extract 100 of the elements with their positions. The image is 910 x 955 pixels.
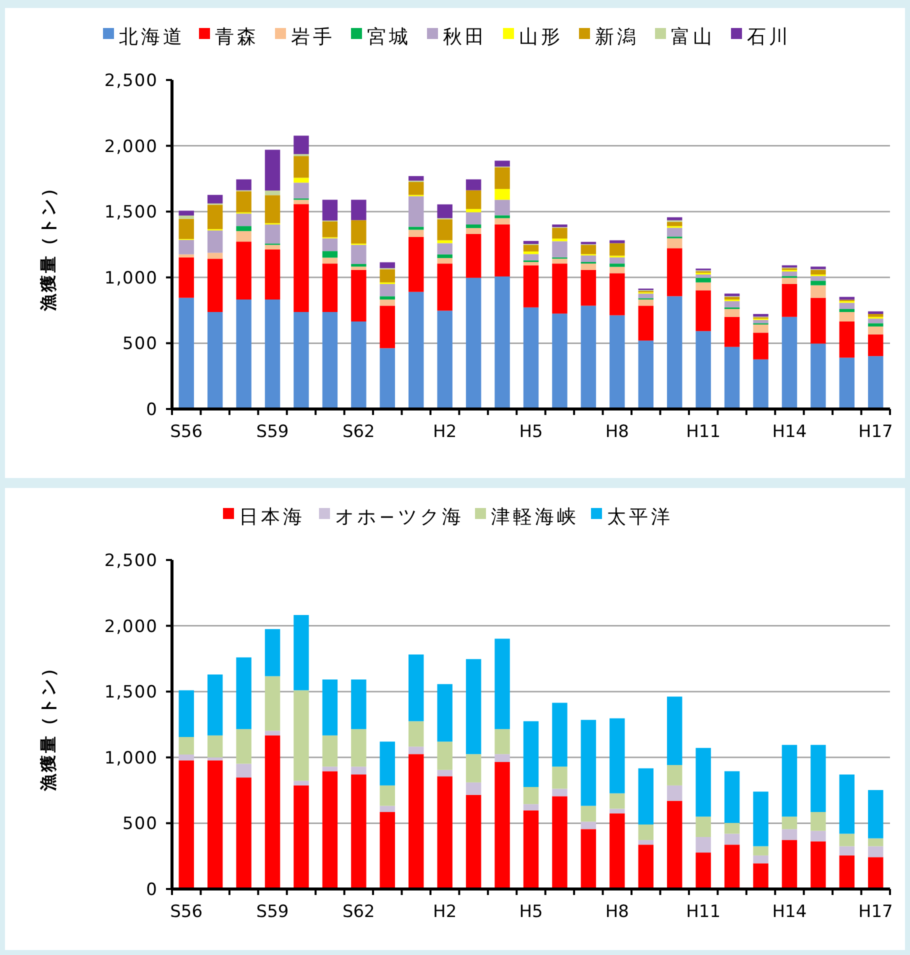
bar	[666, 222, 682, 226]
y-tick-label: 2,000	[104, 136, 158, 157]
bar	[610, 315, 625, 409]
bar	[380, 300, 396, 306]
bar	[322, 238, 338, 252]
bar	[264, 150, 280, 191]
bar	[724, 834, 740, 845]
bar	[494, 754, 510, 762]
x-tick-label: H17	[858, 902, 893, 922]
bar	[294, 615, 309, 690]
bar	[868, 323, 884, 326]
bar	[351, 679, 366, 730]
legend-label: 秋田	[443, 26, 487, 48]
bar	[178, 218, 194, 239]
legend-label: 新潟	[595, 26, 639, 48]
bar	[408, 237, 424, 292]
bar	[610, 793, 625, 809]
bar	[236, 729, 252, 764]
bar	[810, 841, 826, 889]
bar	[466, 794, 482, 889]
bar	[236, 778, 252, 889]
bar	[810, 285, 826, 298]
bar	[322, 221, 338, 238]
bar	[494, 729, 510, 754]
bar	[178, 760, 194, 889]
bar	[380, 262, 396, 268]
bar	[638, 340, 654, 409]
bar	[322, 200, 338, 221]
bar	[638, 300, 654, 306]
bar	[666, 296, 682, 409]
bar	[552, 241, 568, 258]
bar	[868, 790, 884, 838]
bar	[666, 696, 682, 766]
bar	[494, 638, 510, 730]
bar	[523, 787, 539, 804]
bar	[696, 282, 711, 290]
bar	[810, 276, 826, 281]
bar	[294, 156, 309, 178]
bar	[782, 284, 798, 317]
x-tick-label: S62	[342, 422, 375, 442]
x-tick-label: H11	[686, 902, 721, 922]
x-tick-label: H5	[519, 902, 543, 922]
bar	[294, 312, 309, 409]
bar	[839, 834, 855, 846]
x-tick-label: H2	[433, 902, 457, 922]
bar	[236, 657, 252, 730]
bar	[466, 190, 482, 209]
bar	[523, 240, 539, 244]
bar	[264, 190, 280, 196]
legend-label: 石川	[747, 26, 791, 48]
bar	[207, 760, 223, 889]
bar	[666, 785, 682, 801]
bar	[580, 255, 596, 262]
bar	[466, 782, 482, 795]
bar	[580, 806, 596, 822]
bar	[753, 320, 768, 324]
bar	[178, 690, 194, 737]
bar	[810, 270, 826, 275]
bar	[753, 855, 768, 864]
bar	[610, 264, 625, 267]
bar	[408, 176, 424, 181]
bar	[408, 226, 424, 230]
x-tick-label: S62	[342, 902, 375, 922]
bar	[207, 252, 223, 259]
bar	[207, 735, 223, 758]
bar	[638, 824, 654, 840]
bar	[724, 308, 740, 317]
x-tick-label: H14	[772, 422, 807, 442]
bar	[351, 774, 366, 889]
bar	[839, 846, 855, 856]
bar	[552, 228, 568, 239]
bar	[437, 219, 452, 240]
bar	[207, 194, 223, 204]
bar	[552, 766, 568, 789]
bar	[696, 852, 711, 889]
bar	[696, 837, 711, 853]
bar	[753, 332, 768, 360]
bar	[523, 262, 539, 266]
bar	[523, 810, 539, 889]
bar	[207, 258, 223, 312]
bar	[552, 238, 568, 242]
bar	[782, 816, 798, 830]
bar	[466, 179, 482, 190]
bar	[351, 766, 366, 775]
bar	[294, 204, 309, 312]
bar	[380, 806, 396, 812]
bar	[380, 348, 396, 409]
bar	[782, 316, 798, 409]
bar	[868, 326, 884, 334]
bar	[782, 271, 798, 276]
bar	[810, 744, 826, 812]
bar	[552, 702, 568, 767]
bar	[523, 804, 539, 810]
bar	[437, 264, 452, 311]
bar	[810, 266, 826, 270]
y-tick-label: 500	[122, 814, 158, 834]
bar	[264, 250, 280, 300]
x-tick-label: H8	[605, 902, 629, 922]
bar	[610, 813, 625, 889]
bar	[351, 220, 366, 244]
